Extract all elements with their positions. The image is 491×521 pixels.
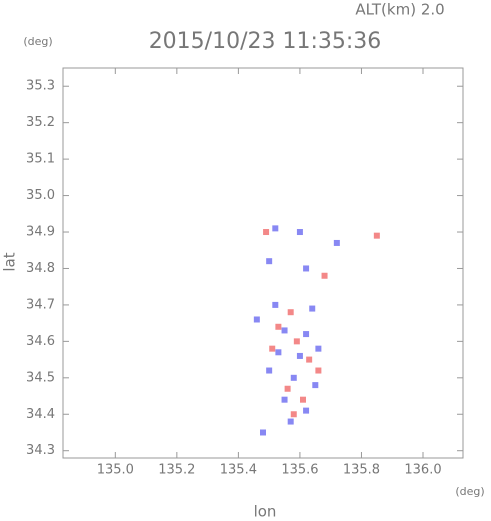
x-tick-label: 135.8 — [343, 463, 380, 478]
radar-cell — [260, 429, 266, 436]
radar-cell — [296, 229, 303, 236]
radar-cell — [315, 345, 322, 352]
x-tick-label: 135.6 — [281, 463, 318, 478]
radar-cell — [284, 385, 291, 392]
y-tick-label: 35.2 — [26, 115, 55, 130]
y-tick-label: 35.1 — [26, 152, 55, 167]
y-tick-label: 34.4 — [26, 407, 55, 422]
radar-cell — [287, 418, 294, 425]
radar-cell — [275, 323, 282, 330]
radar-cell — [373, 232, 380, 239]
radar-cell — [263, 229, 270, 236]
radar-cell — [293, 338, 300, 345]
radar-cell — [272, 225, 279, 232]
radar-cell — [309, 305, 316, 312]
y-tick-label: 35.0 — [26, 188, 55, 203]
radar-cell — [253, 316, 260, 323]
x-axis-label: lon — [254, 503, 277, 521]
y-tick-label: 34.7 — [26, 297, 55, 312]
radar-cell — [300, 396, 306, 403]
radar-cell — [333, 239, 340, 246]
radar-cell — [303, 331, 310, 338]
x-tick-label: 136.0 — [404, 463, 441, 478]
y-axis-label: lat — [1, 252, 19, 271]
y-unit: (deg) — [23, 35, 52, 48]
y-tick-label: 34.5 — [26, 370, 55, 385]
radar-cell — [281, 396, 288, 403]
x-tick-label: 135.0 — [97, 463, 134, 478]
plot-frame — [62, 67, 464, 459]
y-tick-label: 34.8 — [26, 261, 55, 276]
chart-title: 2015/10/23 11:35:36 — [149, 29, 382, 54]
radar-cell — [290, 411, 297, 418]
radar-cell — [303, 265, 310, 272]
x-tick-label: 135.2 — [158, 463, 195, 478]
y-tick-label: 34.9 — [26, 225, 55, 240]
radar-cell — [275, 349, 282, 356]
radar-cell — [287, 309, 294, 316]
radar-cell — [306, 356, 313, 363]
radar-cell — [312, 382, 319, 389]
radar-cell — [315, 367, 322, 374]
altitude-label: ALT(km) 2.0 — [355, 1, 444, 19]
y-tick-label: 35.3 — [26, 79, 55, 94]
radar-cell — [321, 272, 328, 279]
radar-cell — [266, 367, 273, 374]
x-unit: (deg) — [455, 485, 484, 498]
x-tick-label: 135.4 — [220, 463, 257, 478]
radar-cell — [290, 374, 297, 381]
radar-cell — [269, 345, 276, 352]
radar-cell — [303, 407, 310, 414]
radar-cell — [281, 327, 288, 334]
radar-cell — [266, 258, 273, 265]
radar-cell — [272, 301, 279, 308]
radar-cell — [296, 352, 303, 359]
y-tick-label: 34.3 — [26, 443, 55, 458]
y-tick-label: 34.6 — [26, 334, 55, 349]
